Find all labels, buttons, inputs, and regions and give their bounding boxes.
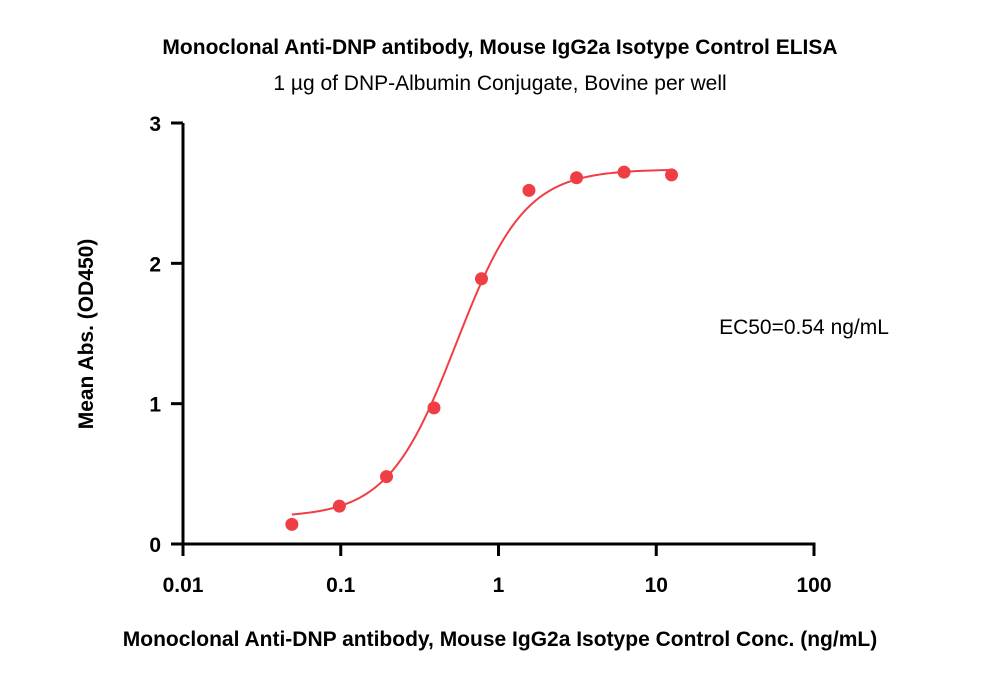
- x-tick-label: 0.1: [326, 574, 356, 597]
- y-tick-label: 0: [149, 534, 161, 557]
- data-point: [617, 165, 631, 179]
- y-tick-label: 3: [149, 113, 161, 136]
- x-tick-label: 1: [493, 574, 505, 597]
- data-point: [380, 470, 394, 484]
- x-tick-label: 10: [645, 574, 668, 597]
- data-point: [474, 272, 488, 286]
- x-axis-title: Monoclonal Anti-DNP antibody, Mouse IgG2…: [123, 628, 877, 651]
- x-tick-label: 100: [796, 574, 831, 597]
- chart-title: Monoclonal Anti-DNP antibody, Mouse IgG2…: [162, 36, 837, 59]
- data-point: [570, 171, 584, 185]
- data-point: [665, 168, 679, 182]
- y-tick-label: 1: [149, 394, 161, 417]
- ec50-annotation: EC50=0.54 ng/mL: [719, 316, 889, 339]
- x-tick-label: 0.01: [163, 574, 204, 597]
- data-points: [285, 165, 679, 531]
- y-axis-title: Mean Abs. (OD450): [75, 239, 98, 430]
- data-point: [427, 401, 441, 415]
- fit-curve: [291, 168, 672, 516]
- fit-curve-layer: [291, 168, 672, 516]
- chart-subtitle: 1 µg of DNP-Albumin Conjugate, Bovine pe…: [273, 72, 726, 95]
- axes: 0 1 2 3 0.01 0.1 1 10 100: [149, 113, 831, 597]
- data-point: [332, 499, 346, 513]
- data-point: [285, 517, 299, 531]
- data-point: [522, 183, 536, 197]
- y-tick-label: 2: [149, 253, 161, 276]
